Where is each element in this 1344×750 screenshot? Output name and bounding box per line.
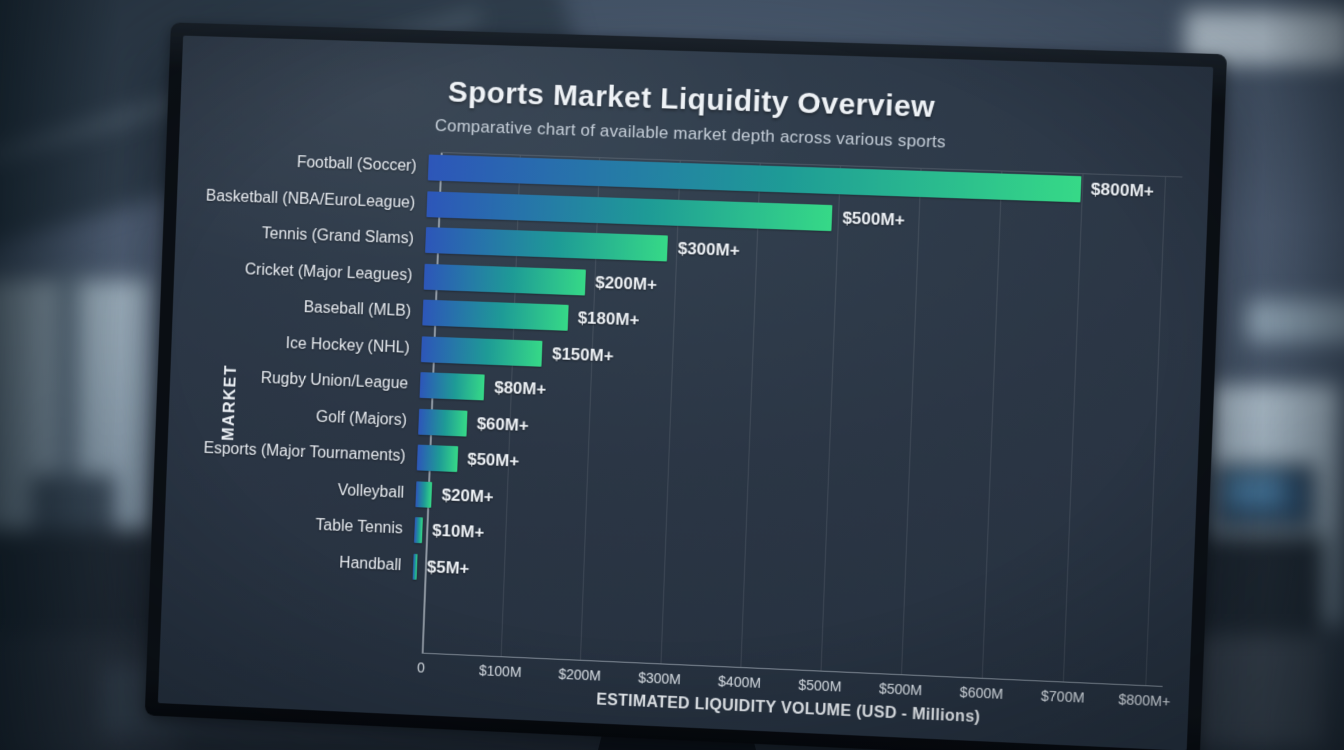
bar [420, 336, 543, 367]
value-label: $10M+ [432, 521, 485, 543]
value-label: $60M+ [476, 413, 529, 435]
value-label: $180M+ [577, 308, 640, 330]
category-label: Ice Hockey (NHL) [285, 334, 410, 357]
x-tick-label: $700M [1040, 687, 1085, 706]
chart-body: MARKET Football (Soccer) $800M+ Basketball… [158, 141, 1209, 750]
category-label: Baseball (MLB) [303, 299, 412, 321]
value-label: $50M+ [466, 449, 520, 471]
category-label: Table Tennis [315, 517, 404, 538]
bar [412, 553, 418, 580]
x-tick-label: $500M [878, 680, 923, 699]
value-label: $20M+ [441, 485, 494, 507]
category-label: Esports (Major Tournaments) [203, 440, 406, 466]
bar [425, 227, 669, 262]
x-tick-label: $200M [558, 665, 602, 684]
category-label: Volleyball [337, 481, 405, 502]
bar [418, 408, 468, 437]
value-label: $150M+ [551, 343, 614, 366]
value-label: $5M+ [426, 557, 470, 578]
x-tick-label: $400M [717, 672, 762, 691]
category-label: Rugby Union/League [260, 370, 409, 393]
category-label: Basketball (NBA/EuroLeague) [205, 187, 416, 212]
category-label: Cricket (Major Leagues) [244, 261, 413, 285]
x-tick-label: $100M [478, 662, 522, 681]
bar [414, 517, 423, 544]
ceiling-light [1245, 300, 1344, 342]
value-label: $500M+ [842, 208, 906, 230]
monitor-screen: Sports Market Liquidity Overview Compara… [157, 35, 1214, 750]
bar [415, 481, 433, 508]
bar [423, 263, 586, 296]
bar-rows: Football (Soccer) $800M+ Basketball (NBA/E… [160, 141, 1209, 688]
x-tick-label: $800M+ [1118, 691, 1171, 710]
value-label: $800M+ [1090, 179, 1155, 202]
x-tick-label: $500M [798, 676, 842, 695]
x-tick-label: 0 [416, 659, 426, 676]
value-label: $300M+ [677, 239, 741, 261]
category-label: Handball [338, 554, 402, 574]
bar [416, 444, 458, 473]
bar [422, 299, 569, 332]
x-tick-label: $300M [637, 669, 682, 688]
value-label: $200M+ [594, 272, 658, 294]
category-label: Tennis (Grand Slams) [261, 225, 415, 248]
category-label: Golf (Majors) [315, 408, 408, 429]
monitor-bezel: Sports Market Liquidity Overview Compara… [144, 22, 1228, 750]
category-label: Football (Soccer) [296, 154, 417, 176]
value-label: $80M+ [493, 378, 547, 400]
background-monitor-glow [1225, 473, 1285, 507]
bar [419, 372, 485, 401]
x-tick-label: $600M [959, 683, 1004, 702]
chart-header: Sports Market Liquidity Overview Compara… [180, 36, 1214, 162]
